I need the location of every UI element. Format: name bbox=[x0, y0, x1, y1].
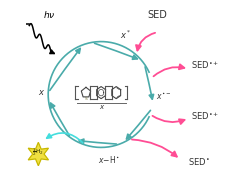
Text: $x$: $x$ bbox=[38, 88, 45, 97]
Text: $h\nu$: $h\nu$ bbox=[43, 9, 56, 20]
Text: $x^*$: $x^*$ bbox=[120, 29, 131, 41]
Text: $x\!-\!\mathrm{H}^{\bullet}$: $x\!-\!\mathrm{H}^{\bullet}$ bbox=[98, 154, 120, 165]
Text: $\frac{1}{2}$H$_2$: $\frac{1}{2}$H$_2$ bbox=[32, 146, 44, 158]
Text: SED$^{\bullet}$: SED$^{\bullet}$ bbox=[188, 156, 210, 167]
Text: $x^{\bullet-}$: $x^{\bullet-}$ bbox=[156, 91, 171, 101]
Polygon shape bbox=[28, 142, 48, 166]
Text: SED$^{\bullet+}$: SED$^{\bullet+}$ bbox=[191, 59, 219, 71]
Text: SED$^{\bullet+}$: SED$^{\bullet+}$ bbox=[191, 110, 219, 122]
Text: SED: SED bbox=[147, 10, 167, 20]
Text: S: S bbox=[85, 97, 87, 101]
Text: x: x bbox=[99, 104, 103, 110]
